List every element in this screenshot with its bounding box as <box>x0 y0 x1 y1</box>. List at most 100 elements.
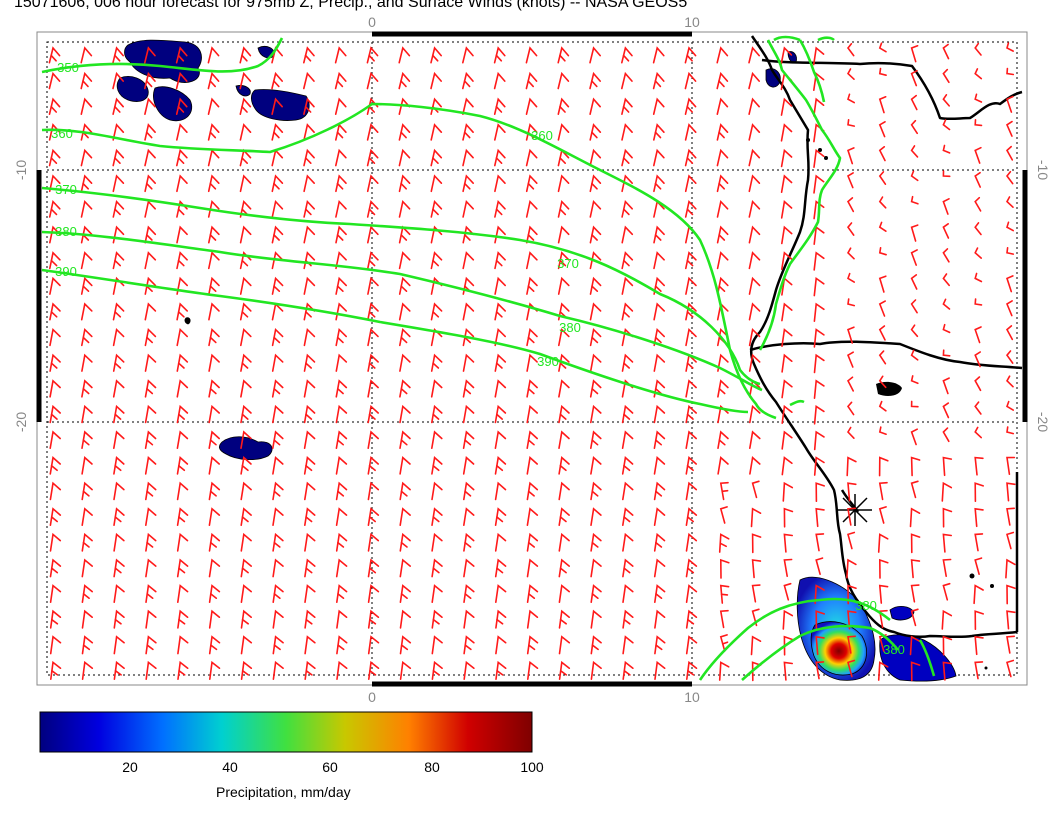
wind-barb-feather <box>82 644 91 651</box>
wind-barb <box>398 276 411 295</box>
wind-barb <box>431 558 443 578</box>
wind-barb-feather <box>177 208 185 216</box>
wind-barb <box>590 660 602 680</box>
wind-barb <box>942 119 951 131</box>
wind-barb <box>815 482 825 502</box>
wind-barb-feather <box>305 311 312 318</box>
wind-barb-feather <box>305 464 313 472</box>
wind-barb-feather <box>686 105 693 113</box>
wind-barb <box>81 456 93 475</box>
wind-barb-feather <box>146 285 153 292</box>
wind-barb <box>48 148 61 167</box>
wind-barb <box>399 532 411 552</box>
wind-barb-feather <box>114 208 121 216</box>
wind-barb-feather <box>50 413 58 420</box>
wind-barb <box>813 148 825 168</box>
wind-barb <box>494 558 507 578</box>
wind-barb <box>652 71 665 90</box>
wind-barb <box>526 481 539 501</box>
wind-barb <box>112 97 124 115</box>
wind-barb <box>1006 400 1014 411</box>
wind-barb-feather <box>241 413 249 420</box>
wind-barb-feather <box>559 54 566 62</box>
wind-barb <box>780 200 793 219</box>
wind-barb <box>177 584 189 603</box>
wind-barb <box>81 558 93 578</box>
wind-barb <box>751 559 762 579</box>
wind-barb <box>974 482 984 502</box>
wind-barb <box>113 532 125 552</box>
wind-barb <box>910 224 919 242</box>
wind-barb-feather <box>177 54 185 62</box>
wind-barb <box>684 148 697 167</box>
wind-barb <box>974 376 982 392</box>
wind-barb <box>558 430 570 449</box>
wind-barb <box>846 222 855 236</box>
wind-barb <box>525 174 538 193</box>
wind-barb <box>782 609 794 630</box>
wind-barb-feather <box>687 567 695 574</box>
wind-barb-feather <box>305 516 313 523</box>
wind-barb-feather <box>145 182 153 190</box>
wind-barb <box>1005 325 1014 341</box>
wind-barb <box>589 97 601 115</box>
wind-barb <box>430 199 443 218</box>
wind-barb <box>910 375 919 385</box>
wind-barb <box>909 507 921 528</box>
wind-barb <box>590 558 602 578</box>
wind-barb <box>144 97 156 115</box>
wind-barb <box>176 174 188 193</box>
wind-barb <box>558 353 570 372</box>
wind-barb <box>590 481 602 501</box>
wind-barb <box>80 276 93 295</box>
wind-barb <box>1006 610 1016 630</box>
wind-barb <box>685 327 697 347</box>
wind-barb <box>398 251 411 270</box>
wind-barb <box>335 276 347 295</box>
wind-barb <box>685 507 698 526</box>
wind-barb <box>177 660 189 680</box>
wind-barb <box>621 353 634 372</box>
wind-barb <box>49 327 61 347</box>
wind-barb-feather <box>273 644 281 651</box>
wind-barb <box>462 199 474 218</box>
colorbar-tick-20: 20 <box>122 759 138 775</box>
wind-barb <box>685 276 697 295</box>
wind-barb <box>719 558 730 579</box>
wind-barb <box>207 71 220 90</box>
wind-barb <box>112 46 124 64</box>
wind-barb <box>462 174 474 193</box>
wind-barb <box>751 661 762 682</box>
wind-barb <box>878 247 887 256</box>
islands <box>806 138 994 670</box>
wind-barb <box>685 558 698 578</box>
wind-barb-feather <box>305 567 313 574</box>
wind-barb <box>942 43 950 60</box>
wind-barb <box>719 506 728 524</box>
wind-barb <box>1006 247 1015 255</box>
wind-barb <box>526 507 539 526</box>
wind-barb <box>208 225 220 244</box>
wind-barb <box>558 327 570 347</box>
wind-barb-feather <box>464 541 472 548</box>
wind-barb-feather <box>400 388 408 395</box>
wind-barb <box>815 557 824 575</box>
wind-barb <box>716 199 729 218</box>
wind-barb-feather <box>114 413 122 420</box>
wind-barb-feather <box>464 439 472 446</box>
wind-barb <box>526 456 538 475</box>
wind-barb <box>813 225 825 245</box>
wind-barb <box>974 196 982 212</box>
wind-barb <box>271 327 284 347</box>
wind-barb <box>272 584 284 603</box>
wind-barb <box>781 353 793 373</box>
wind-barb-feather <box>241 567 249 574</box>
wind-barb <box>942 661 952 681</box>
wind-barb <box>335 404 348 424</box>
wind-barb <box>495 584 507 603</box>
wind-barb <box>463 635 475 655</box>
wind-barb-feather <box>591 182 598 190</box>
wind-barb <box>208 404 220 424</box>
wind-barb <box>910 608 919 627</box>
wind-barb <box>974 610 984 630</box>
